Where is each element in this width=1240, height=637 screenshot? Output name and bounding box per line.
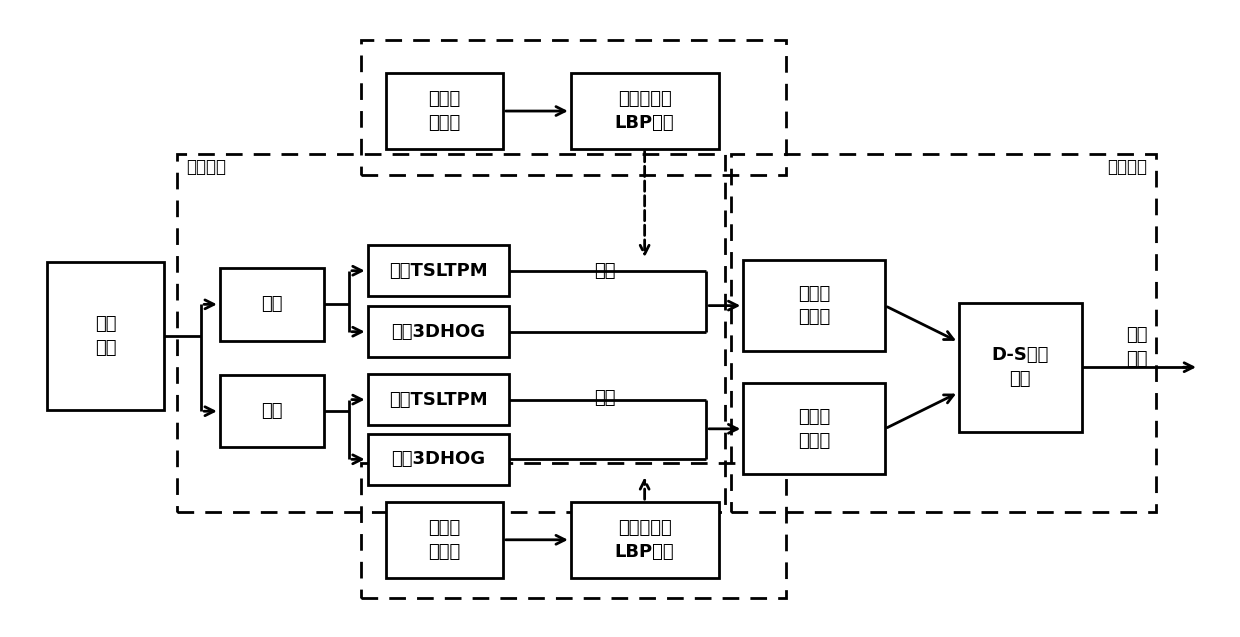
- FancyBboxPatch shape: [959, 303, 1081, 432]
- Text: 分块时空矩
LBP特征: 分块时空矩 LBP特征: [615, 90, 675, 132]
- Text: D-S证据
融合: D-S证据 融合: [992, 347, 1049, 388]
- FancyBboxPatch shape: [386, 73, 503, 149]
- FancyBboxPatch shape: [367, 434, 510, 485]
- Text: 分类识别: 分类识别: [1107, 158, 1147, 176]
- Text: 级联: 级联: [594, 389, 616, 407]
- FancyBboxPatch shape: [743, 383, 885, 475]
- FancyBboxPatch shape: [367, 306, 510, 357]
- Text: 最近邻
分类器: 最近邻 分类器: [797, 285, 830, 326]
- Text: 测试
样本: 测试 样本: [95, 315, 117, 357]
- FancyBboxPatch shape: [219, 375, 325, 447]
- Text: 表情训
练样本: 表情训 练样本: [428, 90, 460, 132]
- FancyBboxPatch shape: [367, 374, 510, 426]
- FancyBboxPatch shape: [47, 262, 164, 410]
- Text: 表情: 表情: [262, 296, 283, 313]
- Text: 级联: 级联: [594, 262, 616, 280]
- FancyBboxPatch shape: [743, 260, 885, 351]
- Text: 判决
结果: 判决 结果: [1127, 326, 1148, 368]
- Text: 分块3DHOG: 分块3DHOG: [392, 450, 485, 468]
- FancyBboxPatch shape: [570, 502, 718, 578]
- Text: 姿态训
练样本: 姿态训 练样本: [428, 519, 460, 561]
- Text: 测试阶段: 测试阶段: [186, 158, 227, 176]
- FancyBboxPatch shape: [219, 268, 325, 341]
- FancyBboxPatch shape: [386, 502, 503, 578]
- FancyBboxPatch shape: [570, 73, 718, 149]
- Text: 分块TSLTPM: 分块TSLTPM: [389, 262, 487, 280]
- Text: 最近邻
分类器: 最近邻 分类器: [797, 408, 830, 450]
- Text: 分块时空矩
LBP特征: 分块时空矩 LBP特征: [615, 519, 675, 561]
- Text: 分块3DHOG: 分块3DHOG: [392, 323, 485, 341]
- FancyBboxPatch shape: [367, 245, 510, 296]
- Text: 分块TSLTPM: 分块TSLTPM: [389, 390, 487, 408]
- Text: 姿态: 姿态: [262, 402, 283, 420]
